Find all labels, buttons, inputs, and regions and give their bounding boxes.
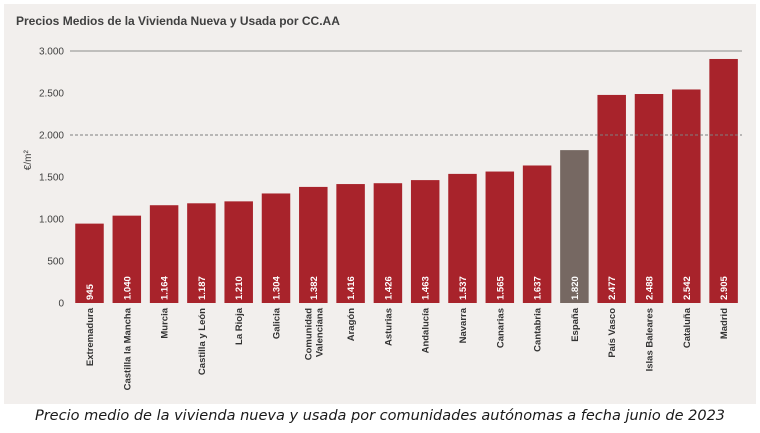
bar xyxy=(187,203,216,303)
category-label-line: Islas Baleares xyxy=(645,308,656,371)
data-label: 1.416 xyxy=(346,276,357,300)
bar xyxy=(672,89,701,303)
category-label: ComunidadValenciana xyxy=(303,307,325,360)
category-label-line: Castilla la Mancha xyxy=(122,307,133,390)
bar xyxy=(299,186,328,303)
category-label: Canarias xyxy=(495,308,506,348)
category-label-line: Castilla y León xyxy=(197,308,208,375)
bar xyxy=(597,94,626,303)
y-tick-label: 2.500 xyxy=(39,89,64,100)
category-label-line: Madrid xyxy=(719,308,730,339)
data-label: 1.187 xyxy=(197,276,208,300)
data-label: 1.210 xyxy=(234,276,245,300)
data-label: 1.820 xyxy=(570,276,581,300)
data-label: 1.382 xyxy=(309,276,320,300)
bar xyxy=(373,183,403,303)
bar xyxy=(410,180,440,303)
category-label: Cataluña xyxy=(682,307,693,348)
data-label: 1.304 xyxy=(272,276,283,300)
category-label-line: España xyxy=(570,307,581,342)
category-label-line: País Vasco xyxy=(607,308,618,358)
category-label-line: Galicia xyxy=(272,307,283,339)
bar xyxy=(522,165,552,303)
category-label-line: Navarra xyxy=(458,307,469,343)
category-label: Islas Baleares xyxy=(645,308,656,371)
y-tick-label: 500 xyxy=(47,257,64,268)
category-label: Asturias xyxy=(383,308,394,346)
data-label: 1.637 xyxy=(533,276,544,300)
data-label: 2.488 xyxy=(645,276,656,300)
data-label: 1.565 xyxy=(495,276,506,300)
bar xyxy=(224,201,253,303)
y-tick-label: 2.000 xyxy=(39,131,64,142)
bar xyxy=(485,171,515,303)
category-label: España xyxy=(570,307,581,342)
category-label-line: Aragón xyxy=(346,308,357,341)
data-label: 2.477 xyxy=(607,276,618,300)
category-label-line: Cantabria xyxy=(533,307,544,352)
data-label: 945 xyxy=(85,283,96,300)
category-label: Murcia xyxy=(160,307,171,338)
category-label: Cantabria xyxy=(533,307,544,352)
category-label: Galicia xyxy=(272,307,283,339)
bar xyxy=(634,94,664,304)
category-label-line: Asturias xyxy=(383,308,394,346)
chart-title: Precios Medios de la Vivienda Nueva y Us… xyxy=(16,14,340,28)
category-label-line: La Rioja xyxy=(234,307,245,345)
bar xyxy=(261,193,291,303)
category-label-line: Cataluña xyxy=(682,307,693,348)
category-label: Navarra xyxy=(458,307,469,343)
data-label: 1.537 xyxy=(458,276,469,300)
bar xyxy=(149,205,179,303)
bar-chart: 0 500 1.000 1.500 2.000 2.500 3.000 €/m² 945 Extr… xyxy=(23,47,742,390)
y-tick-label: 3.000 xyxy=(39,47,64,58)
category-label-line: Andalucía xyxy=(421,307,432,353)
category-label-line: Canarias xyxy=(495,308,506,348)
data-label: 2.542 xyxy=(682,276,693,300)
data-label: 1.164 xyxy=(160,276,171,300)
category-label-line: Valenciana xyxy=(314,307,325,357)
bar xyxy=(560,150,589,303)
bar xyxy=(448,173,477,303)
bar xyxy=(709,58,738,304)
category-label: Extremadura xyxy=(85,307,96,366)
y-axis-label: €/m² xyxy=(23,150,34,171)
category-label: Castilla y León xyxy=(197,308,208,375)
data-label: 2.905 xyxy=(719,276,730,300)
bar xyxy=(336,184,365,303)
category-label: La Rioja xyxy=(234,307,245,345)
category-label-line: Comunidad xyxy=(303,308,314,360)
data-label: 1.426 xyxy=(383,276,394,300)
category-label: Andalucía xyxy=(421,307,432,353)
category-label: Madrid xyxy=(719,308,730,339)
data-label: 1.463 xyxy=(421,276,432,300)
category-label: Castilla la Mancha xyxy=(122,307,133,390)
data-label: 1.040 xyxy=(122,276,133,300)
category-label-line: Murcia xyxy=(160,307,171,338)
category-label: Aragón xyxy=(346,308,357,341)
figure-caption: Precio medio de la vivienda nueva y usad… xyxy=(34,408,726,424)
bar xyxy=(112,215,142,303)
category-label-line: Extremadura xyxy=(85,307,96,366)
category-label: País Vasco xyxy=(607,308,618,358)
y-tick-label: 1.500 xyxy=(39,173,64,184)
y-tick-label: 0 xyxy=(58,299,64,310)
y-tick-label: 1.000 xyxy=(39,215,64,226)
bar xyxy=(75,223,104,303)
